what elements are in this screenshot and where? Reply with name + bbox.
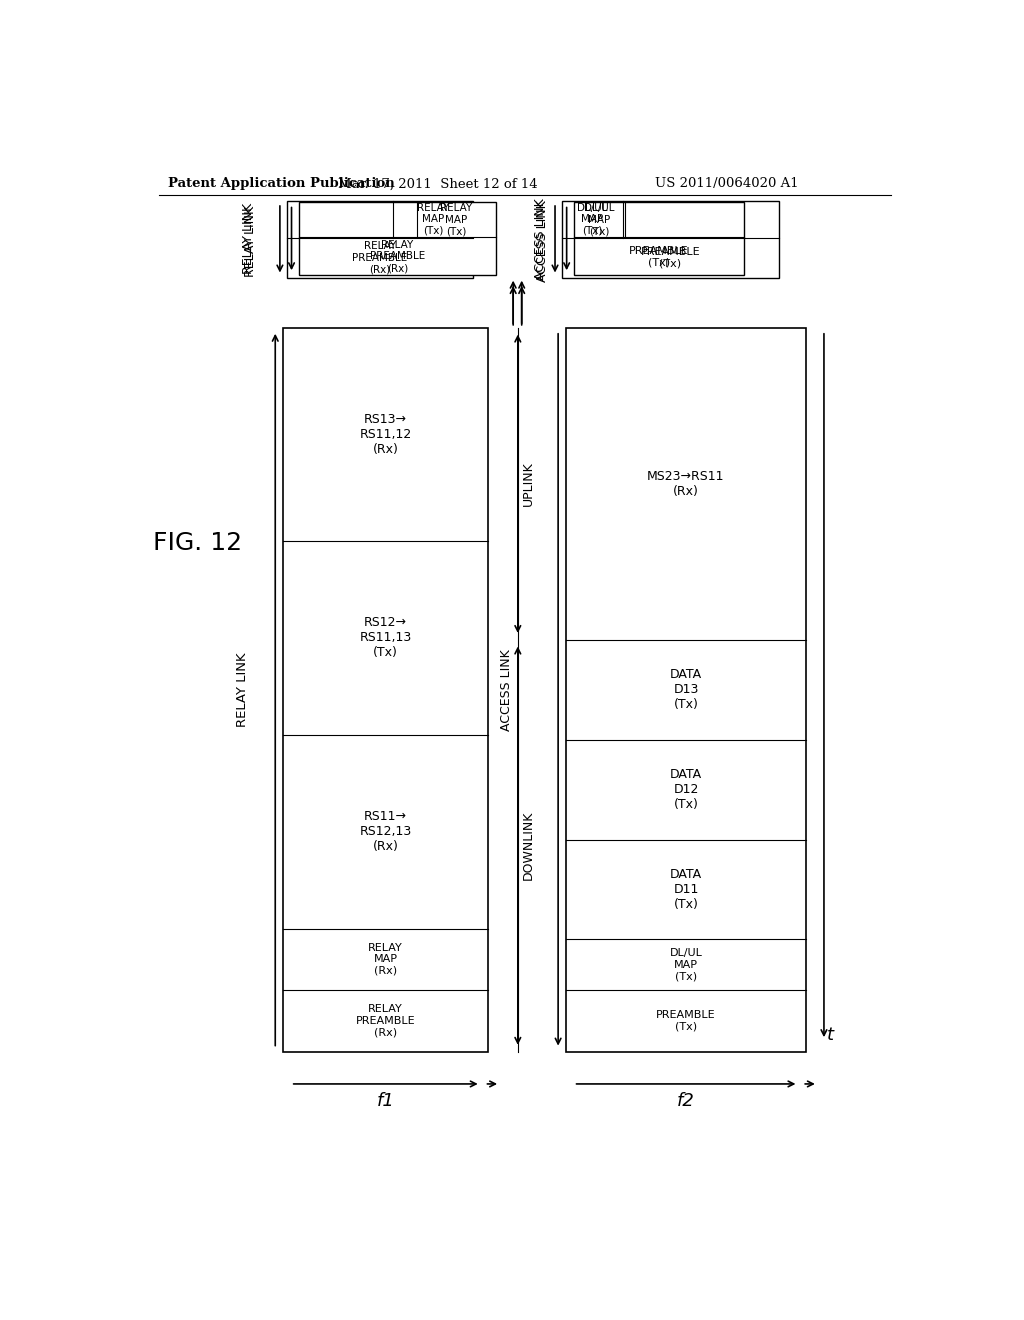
- Text: Patent Application Publication: Patent Application Publication: [168, 177, 395, 190]
- Text: ACCESS LINK: ACCESS LINK: [534, 198, 547, 280]
- Bar: [562, 201, 779, 277]
- Text: DL/UL
MAP
(Tx): DL/UL MAP (Tx): [578, 203, 607, 236]
- Text: PREAMBLE
(Tx): PREAMBLE (Tx): [641, 247, 700, 268]
- Bar: [566, 327, 806, 1052]
- Text: DL/UL
MAP
(Tx): DL/UL MAP (Tx): [584, 203, 614, 236]
- Text: DL/UL
MAP
(Tx): DL/UL MAP (Tx): [670, 948, 702, 981]
- Text: RELAY
MAP
(Tx): RELAY MAP (Tx): [440, 203, 473, 236]
- Bar: [299, 202, 496, 276]
- Text: f2: f2: [677, 1092, 695, 1110]
- Text: RELAY
PREAMBLE
(Rx): RELAY PREAMBLE (Rx): [352, 242, 408, 275]
- Bar: [283, 327, 488, 1052]
- Text: DOWNLINK: DOWNLINK: [522, 810, 536, 880]
- Text: PREAMBLE
(Tx): PREAMBLE (Tx): [656, 1010, 716, 1032]
- Text: US 2011/0064020 A1: US 2011/0064020 A1: [655, 177, 799, 190]
- Text: RS11→
RS12,13
(Rx): RS11→ RS12,13 (Rx): [359, 810, 412, 853]
- Text: t: t: [826, 1026, 834, 1044]
- Text: FIG. 12: FIG. 12: [154, 532, 243, 556]
- Text: Mar. 17, 2011  Sheet 12 of 14: Mar. 17, 2011 Sheet 12 of 14: [338, 177, 538, 190]
- Text: f1: f1: [377, 1092, 394, 1110]
- Text: DATA
D12
(Tx): DATA D12 (Tx): [670, 768, 702, 810]
- Bar: [573, 202, 744, 276]
- Text: RELAY LINK: RELAY LINK: [242, 203, 255, 275]
- Bar: [287, 201, 473, 277]
- Text: RS12→
RS11,13
(Tx): RS12→ RS11,13 (Tx): [359, 616, 412, 659]
- Text: ACCESS LINK: ACCESS LINK: [537, 201, 549, 282]
- Text: RELAY
MAP
(Rx): RELAY MAP (Rx): [369, 942, 403, 975]
- Text: PREAMBLE
(Tx): PREAMBLE (Tx): [629, 246, 689, 267]
- Text: MS23→RS11
(Rx): MS23→RS11 (Rx): [647, 470, 725, 498]
- Text: RELAY
PREAMBLE
(Rx): RELAY PREAMBLE (Rx): [356, 1005, 416, 1038]
- Text: RELAY
MAP
(Tx): RELAY MAP (Tx): [417, 203, 449, 236]
- Text: UPLINK: UPLINK: [522, 462, 536, 506]
- Text: DATA
D13
(Tx): DATA D13 (Tx): [670, 668, 702, 711]
- Text: ACCESS LINK: ACCESS LINK: [501, 649, 513, 730]
- Text: RELAY
PREAMBLE
(Rx): RELAY PREAMBLE (Rx): [370, 240, 425, 273]
- Text: RELAY LINK: RELAY LINK: [244, 206, 257, 277]
- Text: DATA
D11
(Tx): DATA D11 (Tx): [670, 869, 702, 911]
- Text: RELAY LINK: RELAY LINK: [237, 652, 249, 727]
- Text: RS13→
RS11,12
(Rx): RS13→ RS11,12 (Rx): [359, 413, 412, 455]
